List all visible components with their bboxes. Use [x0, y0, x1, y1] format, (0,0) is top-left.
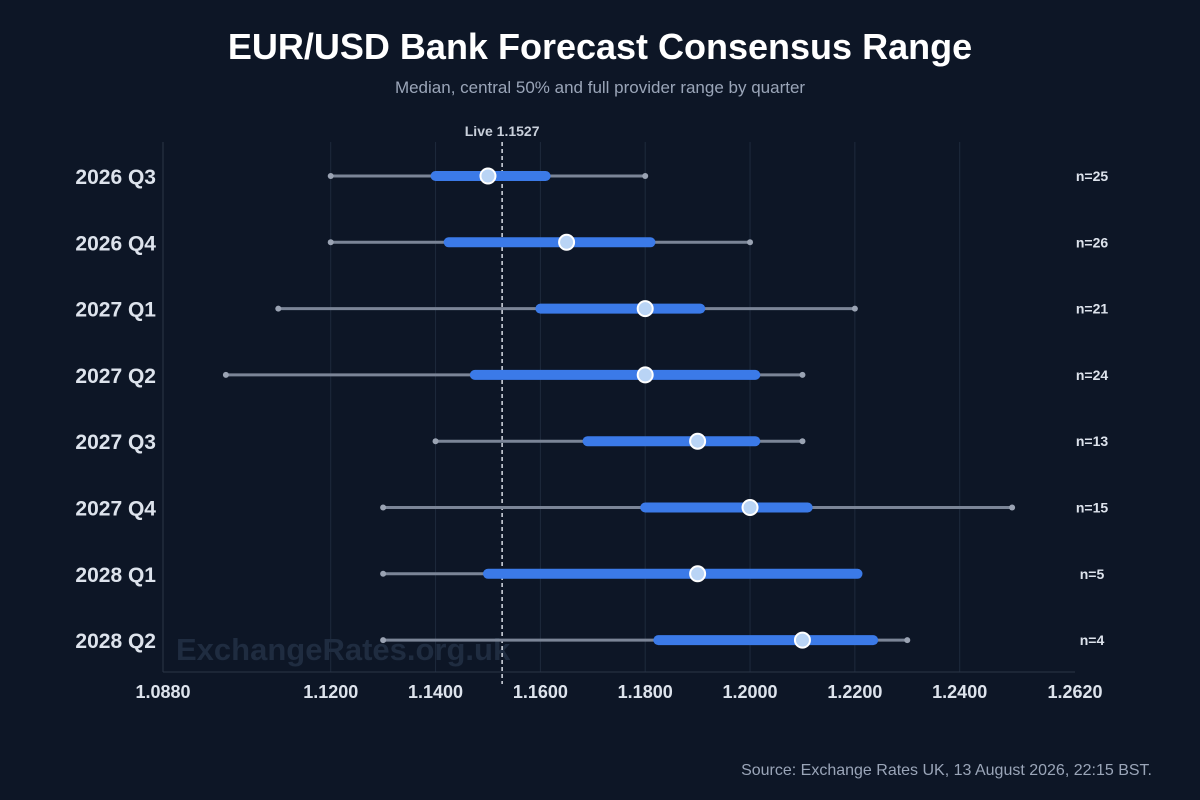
range-max-cap	[851, 305, 858, 312]
median-marker	[689, 565, 707, 583]
sample-count-label: n=26	[1076, 234, 1109, 250]
range-min-cap	[380, 570, 387, 577]
x-tick-label: 1.2000	[723, 682, 778, 702]
x-tick-label: 1.2400	[932, 682, 987, 702]
x-tick-label: 1.2200	[827, 682, 882, 702]
median-marker	[636, 366, 654, 384]
range-min-cap	[222, 371, 229, 378]
chart-title: EUR/USD Bank Forecast Consensus Range	[227, 26, 973, 67]
median-marker	[689, 432, 707, 450]
category-label: 2028 Q1	[75, 564, 156, 587]
x-tick-label: 1.1800	[618, 682, 673, 702]
category-label: 2026 Q3	[75, 166, 156, 189]
chart-subtitle: Median, central 50% and full provider ra…	[394, 78, 806, 97]
sample-count-label: n=13	[1076, 433, 1109, 449]
range-max-cap	[747, 239, 754, 246]
sample-count-label: n=25	[1076, 168, 1109, 184]
x-tick-label: 1.1600	[513, 682, 568, 702]
sample-count-label: n=15	[1076, 500, 1109, 516]
range-min-cap	[432, 438, 439, 445]
x-tick-label: 1.1200	[303, 682, 358, 702]
x-tick-label: 1.0880	[135, 682, 190, 702]
category-label: 2028 Q2	[75, 630, 156, 653]
category-label: 2027 Q2	[75, 365, 156, 388]
source-note: Source: Exchange Rates UK, 13 August 202…	[741, 762, 1152, 779]
median-marker	[793, 631, 811, 649]
range-max-cap	[1009, 504, 1016, 511]
range-max-cap	[642, 173, 649, 179]
category-label: 2027 Q4	[75, 498, 156, 521]
sample-count-label: n=5	[1080, 566, 1105, 582]
x-tick-label: 1.1400	[408, 682, 463, 702]
median-marker	[558, 233, 576, 251]
watermark-text: ExchangeRates.org.uk	[176, 632, 511, 667]
sample-count-label: n=4	[1080, 632, 1105, 648]
sample-count-label: n=21	[1076, 301, 1109, 317]
range-max-cap	[904, 637, 911, 644]
median-marker	[636, 300, 654, 318]
range-min-cap	[327, 239, 334, 246]
live-reference-label: Live 1.1527	[465, 123, 540, 139]
x-tick-label: 1.2620	[1047, 682, 1102, 702]
range-min-cap	[275, 305, 282, 312]
range-max-cap	[799, 438, 806, 445]
median-marker	[741, 499, 759, 516]
sample-count-label: n=24	[1076, 367, 1109, 383]
median-marker	[479, 167, 497, 185]
range-min-cap	[327, 173, 334, 179]
category-label: 2027 Q3	[75, 431, 156, 454]
range-min-cap	[380, 637, 387, 644]
category-label: 2026 Q4	[75, 232, 156, 255]
range-max-cap	[799, 371, 806, 378]
category-label: 2027 Q1	[75, 299, 156, 322]
range-min-cap	[380, 504, 387, 511]
